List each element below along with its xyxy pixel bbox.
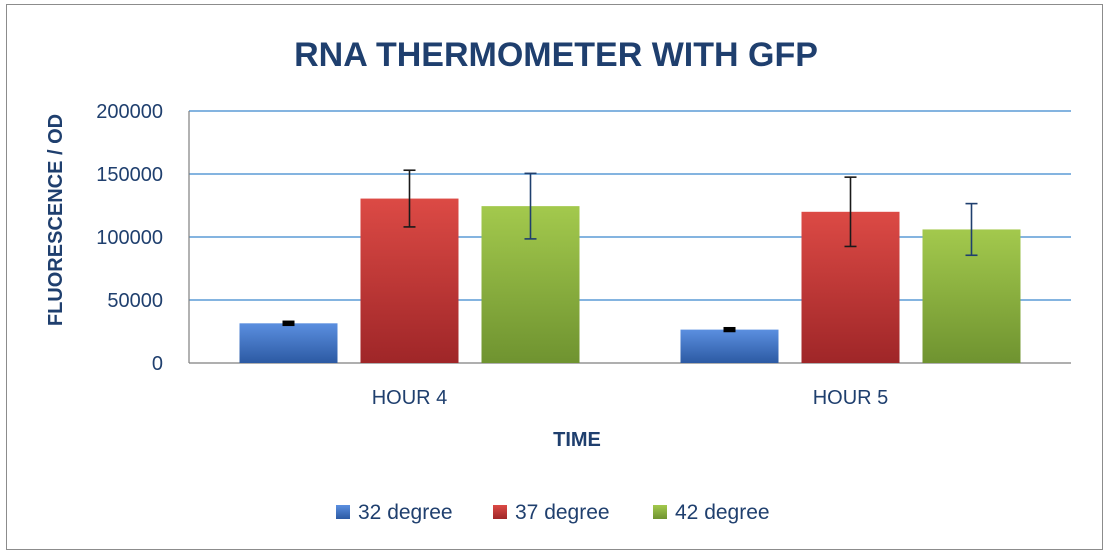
- chart-title: RNA THERMOMETER WITH GFP: [294, 36, 818, 74]
- legend-swatch: [336, 505, 350, 519]
- legend-label: 32 degree: [358, 501, 453, 524]
- y-tick-label: 150000: [96, 164, 163, 186]
- y-tick-label: 100000: [96, 227, 163, 249]
- legend: 32 degree 37 degree 42 degree: [336, 501, 770, 524]
- x-tick-label: HOUR 4: [372, 387, 448, 409]
- bar: [680, 329, 779, 363]
- legend-swatch: [493, 505, 507, 519]
- bar: [239, 323, 338, 363]
- legend-label: 42 degree: [675, 501, 770, 524]
- y-tick-label: 200000: [96, 101, 163, 123]
- x-tick-label: HOUR 5: [813, 387, 889, 409]
- y-tick-label: 50000: [107, 290, 163, 312]
- legend-swatch: [653, 505, 667, 519]
- y-tick-label: 0: [152, 353, 163, 375]
- y-axis-label: FLUORESCENCE / OD: [45, 114, 67, 326]
- x-axis-label: TIME: [553, 429, 601, 451]
- legend-label: 37 degree: [515, 501, 610, 524]
- plot-area: 0 50000 100000 150000 200000 HOUR 4 HOUR 5: [96, 101, 1071, 409]
